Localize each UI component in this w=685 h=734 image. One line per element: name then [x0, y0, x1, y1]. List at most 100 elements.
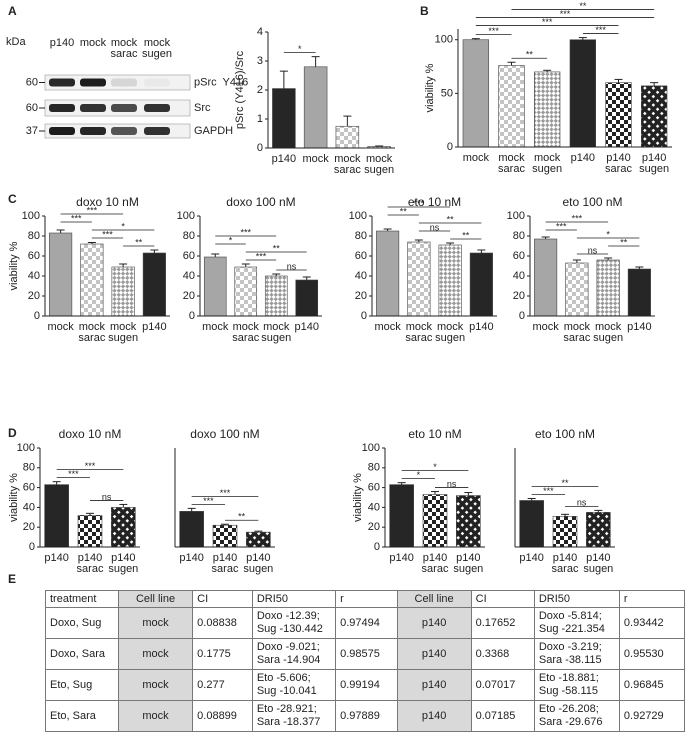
table-cell: DRI50	[251, 590, 337, 608]
significance-label: ***	[595, 25, 606, 35]
x-tick-label: sarac	[232, 332, 259, 344]
y-tick-label: 80	[513, 230, 525, 242]
blot-band	[80, 127, 106, 135]
y-tick-label: 20	[28, 290, 40, 302]
cell-line: Sara -14.904	[256, 654, 321, 666]
significance-label: **	[238, 512, 246, 522]
x-tick-label: mock	[532, 321, 559, 333]
x-tick-label: mock	[437, 321, 464, 333]
y-tick-label: 3	[257, 55, 263, 67]
table-cell: 0.07185	[470, 700, 535, 732]
table-cell: 0.95530	[618, 638, 685, 670]
bar	[335, 125, 360, 149]
x-tick-label: sarac	[498, 163, 525, 175]
blot-band	[80, 78, 106, 87]
x-tick-label: sarac	[405, 332, 432, 344]
significance-label: ***	[71, 213, 82, 223]
x-tick-label: p140	[586, 552, 610, 564]
y-tick-label: 100	[17, 442, 35, 454]
significance-label: ***	[102, 229, 113, 239]
blot-band	[49, 127, 75, 135]
table-cell: 0.08899	[192, 700, 253, 732]
cell-line: Doxo -3.219;	[538, 641, 602, 653]
x-tick-label: sugen	[639, 163, 669, 175]
x-tick-label: sugen	[243, 563, 273, 575]
marker-label: 60	[26, 76, 38, 88]
bar	[80, 243, 104, 317]
chart-title: eto 10 nM	[408, 427, 461, 441]
bar	[569, 39, 596, 148]
bar	[203, 256, 227, 317]
blot-band	[111, 104, 137, 112]
lane-label: sarac	[111, 48, 138, 60]
significance-label: **	[620, 237, 628, 247]
bar	[586, 512, 611, 548]
x-tick-label: mock	[595, 321, 622, 333]
cell-line: Eto -26.208;	[538, 703, 599, 715]
bar	[498, 65, 525, 148]
chart-title: eto 10 nM	[408, 195, 461, 209]
bar	[44, 484, 69, 548]
x-tick-label: p140	[423, 552, 447, 564]
chart-title: doxo 100 nM	[226, 195, 295, 209]
table-cell: Doxo, Sara	[45, 638, 119, 670]
significance-label: **	[526, 50, 534, 60]
bar	[142, 252, 166, 317]
y-tick-label: 0	[447, 141, 453, 153]
bar	[422, 494, 448, 548]
table-cell: mock	[117, 700, 194, 732]
significance-label: **	[135, 237, 143, 247]
significance-label: **	[561, 478, 569, 488]
cell-line: Sara -29.676	[538, 716, 603, 728]
y-tick-label: 0	[361, 310, 367, 322]
table-cell: Eto -18.881; Sug -58.115	[533, 669, 620, 701]
bar	[534, 238, 558, 317]
chart-title: doxo 100 nM	[190, 427, 259, 441]
bar	[272, 88, 296, 149]
y-tick-label: 20	[183, 290, 195, 302]
blot-band	[144, 127, 170, 135]
significance-label: **	[447, 214, 455, 224]
bar	[462, 39, 489, 148]
table-cell: p140	[396, 638, 472, 670]
table-cell: Doxo -9.021; Sara -14.904	[251, 638, 337, 670]
y-tick-label: 40	[28, 270, 40, 282]
cell-line: Sug -10.041	[256, 685, 317, 697]
y-tick-label: 0	[189, 310, 195, 322]
x-tick-label: mock	[463, 152, 490, 164]
panel-letter: B	[420, 4, 429, 18]
cell-line: Eto -18.881;	[538, 672, 599, 684]
x-tick-label: mock	[564, 321, 591, 333]
y-tick-label: 60	[513, 250, 525, 262]
blot-band	[49, 78, 75, 87]
table-cell: 0.3368	[470, 638, 535, 670]
x-tick-label: mock	[366, 153, 393, 165]
table-cell: 0.96845	[618, 669, 685, 701]
blot-band	[111, 78, 137, 87]
bar	[596, 259, 620, 317]
y-tick-label: 0	[34, 310, 40, 322]
y-axis-label: viability %	[424, 63, 436, 112]
table-cell: treatment	[45, 590, 119, 608]
x-tick-label: p140	[295, 321, 319, 333]
x-tick-label: sarac	[77, 563, 104, 575]
lane-label: mock	[80, 37, 107, 49]
table-cell: Eto, Sara	[45, 700, 119, 732]
table-row: Eto, Sara mock 0.08899 Eto -28.921; Sara -18…	[45, 700, 685, 732]
bar	[407, 241, 431, 317]
x-tick-label: sarac	[334, 164, 361, 176]
x-tick-label: p140	[519, 552, 543, 564]
y-tick-label: 100	[349, 210, 367, 222]
table-cell: 0.99194	[335, 669, 398, 701]
significance-label: ***	[543, 486, 554, 496]
cell-line: Doxo -12.39;	[256, 610, 320, 622]
x-tick-label: p140	[272, 153, 296, 165]
x-tick-label: mock	[202, 321, 229, 333]
y-tick-label: 80	[28, 230, 40, 242]
significance-label: ***	[488, 26, 499, 36]
x-tick-label: p140	[571, 152, 595, 164]
y-tick-label: 100	[22, 210, 40, 222]
chart-title: eto 100 nM	[562, 195, 622, 209]
table-cell: Doxo -3.219; Sara -38.115	[533, 638, 620, 670]
